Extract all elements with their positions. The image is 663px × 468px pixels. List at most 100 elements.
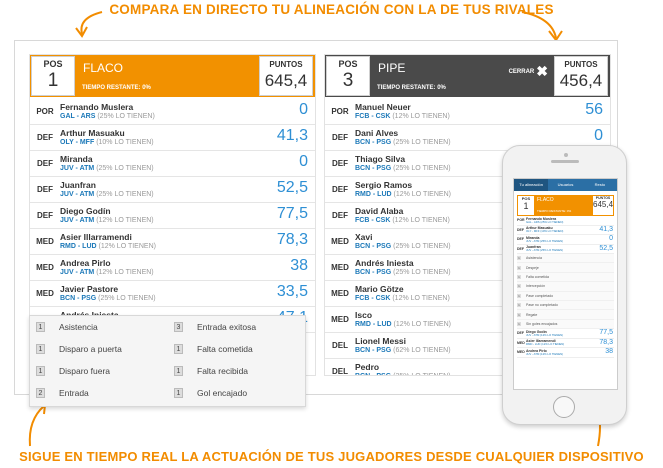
phone-tab[interactable]: Tu alineación — [514, 179, 549, 191]
player-team-line: BCN - PSG (25% LO TIENEN) — [355, 138, 610, 147]
player-info: PedroBCN - PSG (25% LO TIENEN) — [355, 362, 610, 375]
time-remaining: TIEMPO RESTANTE: 0% — [377, 85, 446, 91]
action-label: Sin goles encajados — [526, 321, 558, 326]
phone-action-item: 1 Regate — [517, 310, 614, 320]
player-row[interactable]: MED Mario Götze FCB - CSK (12% LO TIENEN) — [325, 281, 610, 307]
action-label: Entrada exitosa — [197, 322, 257, 332]
phone-player-row[interactable]: POR Fernando Muslera GAL - ARS (25% LO TIE… — [517, 216, 614, 226]
player-points: 41,3 — [276, 127, 308, 144]
position-label: POS — [43, 59, 63, 69]
player-position: POR — [331, 107, 349, 116]
phone-tab[interactable]: Resto — [594, 182, 606, 187]
action-label: Falta recibida — [197, 366, 249, 376]
action-count: 2 — [36, 388, 45, 398]
player-row[interactable]: DEL PedroBCN - PSG (25% LO TIENEN) — [325, 359, 610, 375]
player-team-line: JUV - ATM (12% LO TIENEN) — [60, 268, 315, 277]
player-info: Juanfran JUV - ATM (25% LO TIENEN) — [60, 180, 315, 199]
player-row[interactable]: DEF Dani Alves BCN - PSG (25% LO TIENEN) 0 — [325, 125, 610, 151]
player-row[interactable]: MED Javier Pastore BCN - PSG (25% LO TIENE… — [30, 281, 315, 307]
player-position: MED — [36, 263, 54, 272]
phone-player-row[interactable]: DEF Miranda JUV - ATM (25% LO TIENEN) 0 — [517, 235, 614, 245]
position-value: 3 — [342, 70, 354, 91]
phone-player-row[interactable]: DEF Diego Godín JUV - ATM (12% LO TIENEN) 7… — [517, 329, 614, 339]
player-teams: BCN - PSG — [355, 165, 392, 172]
action-item: 2 Entrada — [36, 388, 89, 398]
player-row[interactable]: DEF Miranda JUV - ATM (25% LO TIENEN) 0 — [30, 151, 315, 177]
player-row[interactable]: POR Manuel Neuer FCB - CSK (12% LO TIENEN)… — [325, 99, 610, 125]
action-item: 1 Falta recibida — [174, 366, 248, 376]
player-position: MED — [517, 340, 525, 345]
player-name: Arthur Masuaku — [60, 128, 125, 138]
player-row[interactable]: DEF Arthur Masuaku OLY - MFF (10% LO TIENE… — [30, 125, 315, 151]
player-team-line: FCB - CSK (12% LO TIENEN) — [355, 294, 610, 303]
player-team-line: RMD - LUD (12% LO TIENEN) — [60, 242, 315, 251]
phone-player-row[interactable]: DEF Juanfran JUV - ATM (25% LO TIENEN) 52,5 — [517, 244, 614, 254]
player-name: Andrés Iniesta — [355, 258, 414, 268]
player-points: 0 — [609, 235, 613, 242]
action-count: 1 — [517, 265, 521, 270]
player-info: Lionel Messi BCN - PSG (62% LO TIENEN) — [355, 336, 610, 355]
player-teams: OLY - MFF (10% LO TIENEN) — [526, 229, 564, 233]
player-ownership: (12% LO TIENEN) — [392, 217, 450, 224]
action-label: Falta cometida — [197, 344, 253, 354]
home-button[interactable] — [553, 396, 575, 418]
time-remaining: TIEMPO RESTANTE: 0% — [82, 85, 151, 91]
action-label: Asistencia — [59, 322, 98, 332]
player-list: POR Manuel Neuer FCB - CSK (12% LO TIENEN)… — [325, 99, 610, 375]
player-teams: BCN - PSG — [355, 269, 392, 276]
phone-player-row[interactable]: MED Andrea Pirlo JUV - ATM (12% LO TIENEN)… — [517, 348, 614, 358]
player-row[interactable]: MED Isco RMD - LUD (12% LO TIENEN) — [325, 307, 610, 333]
player-name: Arthur Masuaku — [526, 226, 553, 230]
phone-device: Tu alineación Usuarios Resto POS 1 FLACO T… — [502, 145, 627, 425]
player-ownership: (25% LO TIENEN) — [393, 243, 451, 250]
player-row[interactable]: MED Andrea Pirlo JUV - ATM (12% LO TIENEN)… — [30, 255, 315, 281]
player-points: 52,5 — [599, 244, 613, 252]
action-item: 1 Disparo a puerta — [36, 344, 122, 354]
player-row[interactable]: DEF Sergio Ramos RMD - LUD (12% LO TIENEN) — [325, 177, 610, 203]
action-count: 1 — [517, 312, 521, 317]
phone-tab[interactable]: Usuarios — [557, 182, 574, 187]
action-count: 1 — [517, 284, 521, 289]
phone-tabs: Tu alineación Usuarios Resto — [514, 179, 617, 191]
player-team-line: FCB - CSK (12% LO TIENEN) — [355, 216, 610, 225]
player-info: Thiago Silva BCN - PSG (25% LO TIENEN) — [355, 154, 610, 173]
points-label: PUNTOS — [595, 196, 611, 200]
player-info: Dani Alves BCN - PSG (25% LO TIENEN) — [355, 128, 610, 147]
close-button[interactable]: CERRAR ✖ — [509, 63, 548, 80]
player-teams: FCB - CSK — [355, 295, 391, 302]
player-teams: BCN - PSG — [60, 295, 97, 302]
player-row[interactable]: DEF Diego Godín JUV - ATM (12% LO TIENEN) 7… — [30, 203, 315, 229]
player-row[interactable]: DEL Lionel Messi BCN - PSG (62% LO TIENEN) — [325, 333, 610, 359]
player-info: Javier Pastore BCN - PSG (25% LO TIENEN) — [60, 284, 315, 303]
points-box: PUNTOS 456,4 — [554, 56, 608, 96]
action-count: 1 — [517, 256, 521, 261]
phone-position-box: POS 1 — [518, 196, 534, 215]
player-position: DEF — [332, 185, 348, 194]
player-position: DEF — [517, 227, 524, 232]
player-teams: RMD - LUD — [355, 191, 392, 198]
player-teams: GAL - ARS — [60, 113, 96, 120]
player-position: DEF — [332, 211, 348, 220]
player-info: Miranda JUV - ATM (25% LO TIENEN) — [60, 154, 315, 173]
player-row[interactable]: DEF David Alaba FCB - CSK (12% LO TIENEN) — [325, 203, 610, 229]
phone-action-item: 1 Intercepción — [517, 282, 614, 292]
phone-points-box: PUNTOS 645,4 — [593, 196, 613, 215]
player-team-line: BCN - PSG (25% LO TIENEN) — [355, 268, 610, 277]
player-ownership: (25% LO TIENEN) — [96, 165, 154, 172]
player-ownership: (12% LO TIENEN) — [96, 217, 154, 224]
player-row[interactable]: DEF Juanfran JUV - ATM (25% LO TIENEN) 52,5 — [30, 177, 315, 203]
player-ownership: (25% LO TIENEN) — [97, 113, 155, 120]
player-ownership: (25% LO TIENEN) — [393, 373, 450, 375]
player-teams: JUV - ATM — [60, 269, 95, 276]
phone-player-row[interactable]: MED Asier Illarramendi RMD - LUD (12% LO T… — [517, 339, 614, 349]
player-info: Arthur Masuaku OLY - MFF (10% LO TIENEN) — [60, 128, 315, 147]
player-row[interactable]: MED Xavi BCN - PSG (25% LO TIENEN) — [325, 229, 610, 255]
action-count: 1 — [174, 344, 183, 354]
player-ownership: (25% LO TIENEN) — [393, 269, 451, 276]
player-row[interactable]: POR Fernando Muslera GAL - ARS (25% LO TIE… — [30, 99, 315, 125]
player-points: 41,3 — [599, 225, 613, 233]
player-name: Fernando Muslera — [526, 216, 557, 221]
phone-player-row[interactable]: DEF Arthur Masuaku OLY - MFF (10% LO TIENE… — [517, 225, 614, 235]
player-row[interactable]: MED Asier Illarramendi RMD - LUD (12% LO T… — [30, 229, 315, 255]
